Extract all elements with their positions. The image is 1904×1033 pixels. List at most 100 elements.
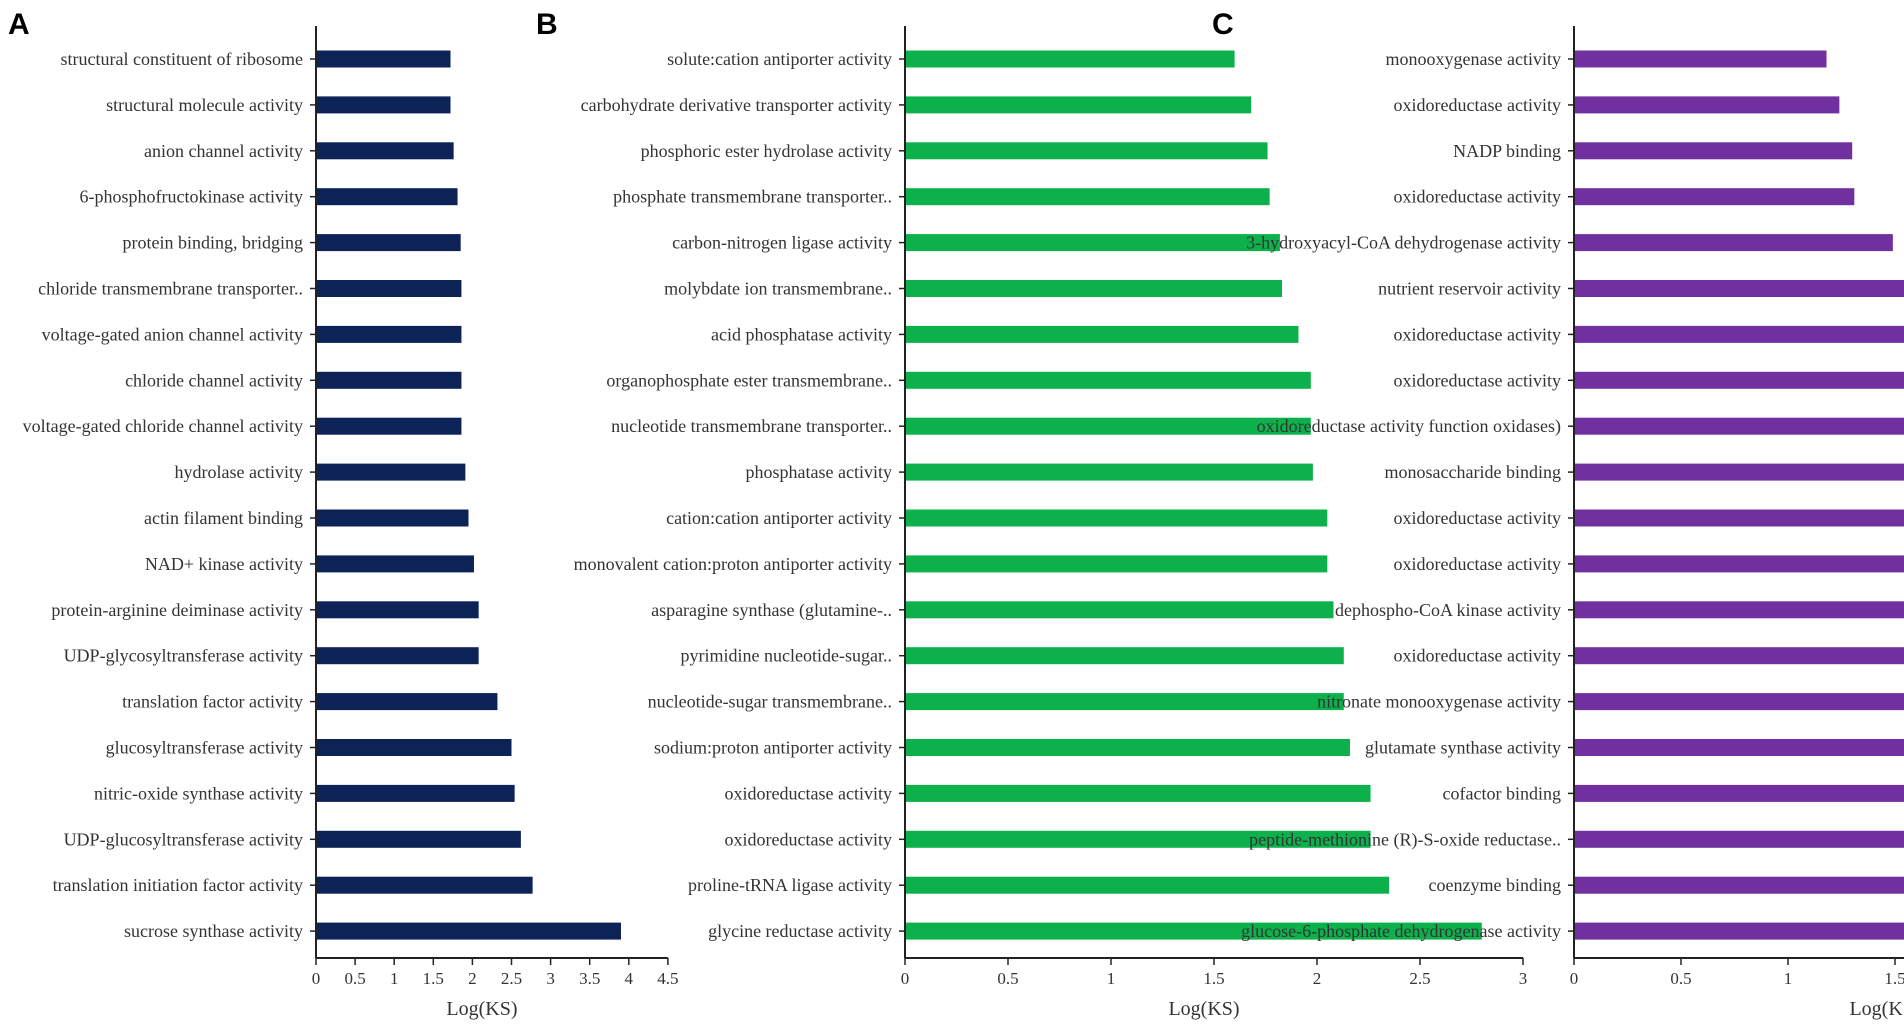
panel-c: C 0 0.5 1 1.5 2 2.5 3 Log(KS) monooxygenase activ… <box>1212 8 1904 1020</box>
category-label: glucose-6-phosphate dehydrogenase activi… <box>1241 921 1561 941</box>
bar <box>317 280 462 297</box>
category-label: nutrient reservoir activity <box>1378 279 1561 299</box>
x-tick-label: 0.5 <box>997 969 1018 988</box>
category-label: phosphatase activity <box>746 462 892 482</box>
bar <box>1575 509 1904 527</box>
bar <box>906 784 1371 802</box>
x-tick-label: 0 <box>1570 969 1579 988</box>
category-label: dephospho-CoA kinase activity <box>1335 600 1561 620</box>
category-label: peptide-methionine (R)-S-oxide reductase… <box>1249 829 1561 850</box>
category-label: nucleotide transmembrane transporter.. <box>611 416 892 436</box>
category-label: translation factor activity <box>122 692 303 712</box>
bar <box>317 739 512 756</box>
category-label: oxidoreductase activity <box>1394 370 1561 390</box>
bar <box>906 417 1311 435</box>
bar <box>317 417 462 435</box>
category-label: cation:cation antiporter activity <box>666 508 892 528</box>
x-tick-label: 1 <box>1107 969 1116 988</box>
panel-label: A <box>8 8 30 41</box>
category-label: NADP binding <box>1453 141 1561 161</box>
bar <box>317 463 466 481</box>
x-tick-label: 1.5 <box>1884 969 1904 988</box>
x-tick-label: 2 <box>468 969 477 988</box>
bar <box>1575 50 1827 68</box>
category-label: structural molecule activity <box>106 95 303 115</box>
x-tick-label: 2 <box>1313 969 1322 988</box>
bar <box>317 784 515 802</box>
x-axis-title: Log(KS) <box>446 998 517 1020</box>
category-label: coenzyme binding <box>1429 875 1561 895</box>
bar <box>906 325 1299 343</box>
panel-a: A 0 0.5 1 1.5 2 2.5 3 3.5 4 4.5 Log(KS) structural c… <box>8 8 679 1020</box>
bar <box>1575 417 1904 435</box>
panel-label: B <box>536 8 558 41</box>
bar <box>1575 830 1904 848</box>
bar <box>1575 325 1904 343</box>
bar <box>906 234 1280 252</box>
category-label: monovalent cation:proton antiporter acti… <box>574 554 892 574</box>
bar <box>906 693 1344 711</box>
category-label: oxidoreductase activity <box>725 829 892 849</box>
x-tick-label: 4 <box>625 969 634 988</box>
bar <box>1575 647 1904 665</box>
bar <box>906 50 1235 68</box>
bar <box>906 280 1282 297</box>
bar <box>1575 188 1855 206</box>
x-axis-title: Log(KS) <box>1168 998 1239 1020</box>
x-tick-label: 3 <box>1519 969 1528 988</box>
category-label: glucosyltransferase activity <box>106 738 303 758</box>
x-tick-label: 2.5 <box>1409 969 1430 988</box>
bar <box>906 188 1270 206</box>
bar <box>1575 234 1893 252</box>
category-label: oxidoreductase activity <box>1394 95 1561 115</box>
category-label: carbohydrate derivative transporter acti… <box>581 95 892 115</box>
category-label: carbon-nitrogen ligase activity <box>672 233 892 253</box>
x-tick-label: 0.5 <box>344 969 365 988</box>
bar <box>1575 601 1904 619</box>
x-tick-label: 1.5 <box>423 969 444 988</box>
x-tick-label: 4.5 <box>657 969 678 988</box>
bar <box>1575 280 1904 297</box>
category-label: anion channel activity <box>144 141 303 161</box>
category-label: nitric-oxide synthase activity <box>94 783 303 803</box>
category-label: oxidoreductase activity <box>1394 554 1561 574</box>
bar <box>317 50 451 68</box>
bar <box>906 463 1313 481</box>
bar <box>1575 739 1904 756</box>
category-label: nitronate monooxygenase activity <box>1317 692 1561 712</box>
category-label: voltage-gated chloride channel activity <box>23 416 303 436</box>
bar <box>317 647 479 665</box>
bar <box>1575 96 1840 114</box>
bar <box>317 693 498 711</box>
category-label: actin filament binding <box>144 508 303 528</box>
bar <box>1575 371 1904 389</box>
bar <box>906 142 1268 160</box>
category-label: phosphate transmembrane transporter.. <box>613 187 892 207</box>
bar <box>906 509 1328 527</box>
bar <box>906 555 1328 573</box>
category-label: NAD+ kinase activity <box>145 554 303 574</box>
x-tick-label: 2.5 <box>501 969 522 988</box>
category-label: sodium:proton antiporter activity <box>654 738 892 758</box>
category-label: oxidoreductase activity <box>725 783 892 803</box>
bar <box>1575 922 1904 940</box>
x-tick-label: 3.5 <box>579 969 600 988</box>
x-tick-label: 3 <box>546 969 555 988</box>
bar <box>317 142 454 160</box>
bar <box>317 601 479 619</box>
category-label: monooxygenase activity <box>1386 49 1561 69</box>
category-label: asparagine synthase (glutamine-.. <box>651 600 892 621</box>
bar <box>906 96 1252 114</box>
bar <box>906 647 1344 665</box>
bar <box>317 509 469 527</box>
bar <box>906 830 1371 848</box>
category-label: chloride channel activity <box>125 370 303 390</box>
category-label: chloride transmembrane transporter.. <box>38 279 303 299</box>
bar <box>1575 693 1904 711</box>
panel-b: B 0 0.5 1 1.5 2 2.5 3 Log(KS) solute:cation antip… <box>536 8 1527 1020</box>
x-tick-label: 1.5 <box>1203 969 1224 988</box>
bar <box>906 739 1350 756</box>
bar <box>906 601 1334 619</box>
category-label: oxidoreductase activity function oxidase… <box>1257 416 1561 437</box>
